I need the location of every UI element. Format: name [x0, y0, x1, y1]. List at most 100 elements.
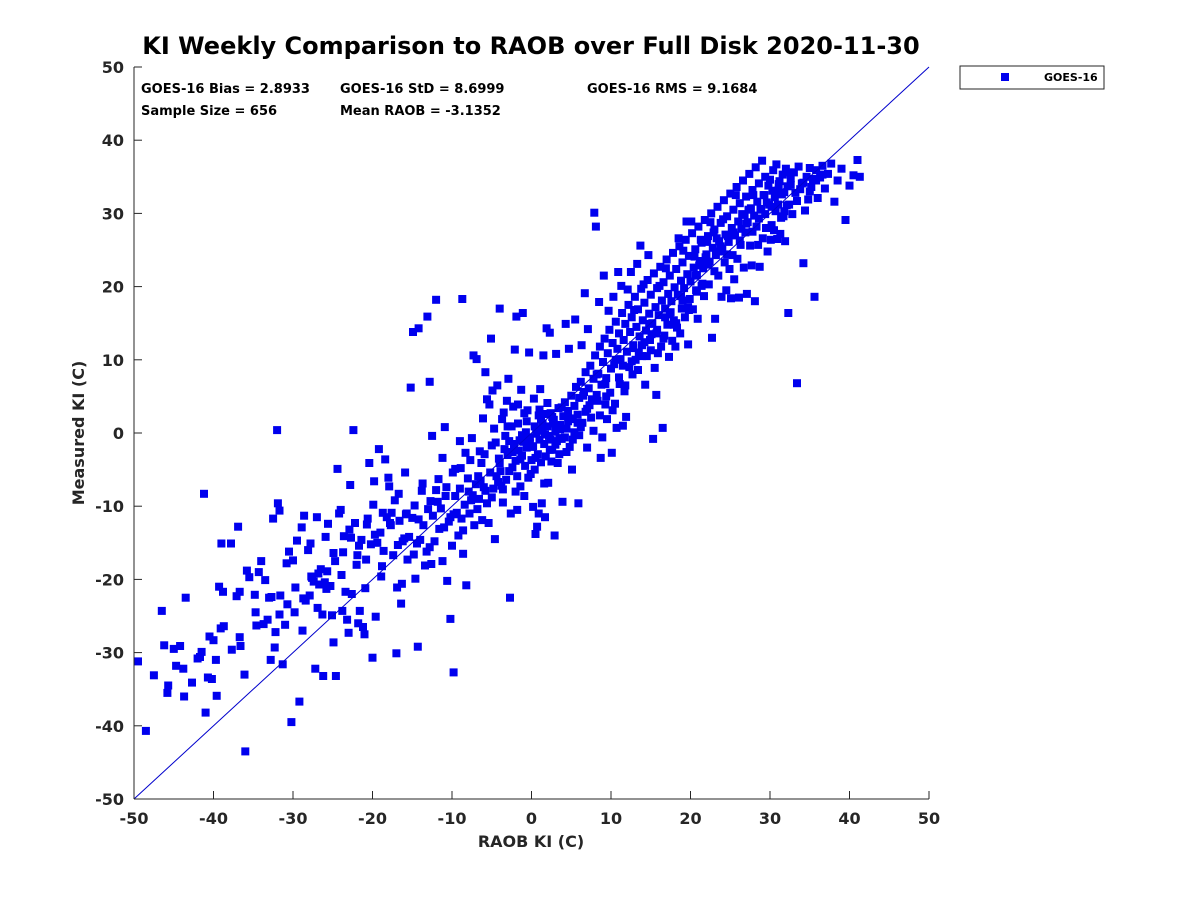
- data-point: [754, 240, 763, 249]
- data-point: [490, 535, 499, 544]
- data-point: [365, 459, 374, 467]
- data-point: [704, 260, 712, 269]
- data-point: [456, 464, 465, 473]
- data-point: [392, 649, 401, 658]
- data-point: [535, 435, 544, 444]
- data-point: [833, 176, 842, 185]
- data-point: [691, 245, 700, 254]
- data-point: [653, 349, 662, 358]
- data-point: [395, 516, 404, 525]
- data-point: [545, 445, 554, 454]
- data-point: [275, 610, 284, 619]
- data-point: [767, 221, 776, 230]
- data-point: [675, 242, 684, 251]
- data-point: [271, 628, 280, 637]
- y-axis-ticks: -50 -40 -30 -20 -10 0 10 20 30 40 50: [95, 58, 142, 809]
- data-point: [630, 306, 639, 314]
- stat-rms: GOES-16 RMS = 9.1684: [587, 82, 757, 97]
- data-point: [677, 276, 685, 285]
- data-point: [354, 619, 363, 628]
- data-point: [587, 413, 596, 422]
- data-point: [500, 445, 509, 454]
- data-point: [786, 174, 795, 183]
- data-point: [749, 191, 758, 200]
- data-point: [626, 268, 635, 276]
- data-point: [557, 403, 566, 412]
- y-tick-label: 50: [102, 58, 124, 77]
- data-point: [321, 532, 330, 541]
- data-point: [409, 550, 418, 559]
- data-point: [793, 379, 801, 388]
- data-point: [603, 415, 611, 424]
- data-point: [607, 364, 615, 373]
- data-point: [435, 524, 444, 533]
- data-point: [611, 317, 620, 326]
- data-point: [748, 227, 757, 236]
- data-point: [735, 199, 744, 208]
- data-point: [467, 434, 476, 443]
- data-point: [476, 476, 485, 485]
- data-point: [820, 184, 829, 193]
- data-point: [734, 217, 743, 226]
- data-point: [696, 257, 704, 265]
- data-point: [329, 638, 338, 647]
- data-point: [712, 234, 721, 243]
- data-point: [679, 246, 688, 255]
- data-point: [242, 566, 251, 575]
- data-point: [289, 556, 297, 565]
- data-point: [421, 561, 429, 570]
- data-point: [536, 385, 545, 394]
- y-tick-label: -30: [95, 644, 124, 663]
- data-point: [281, 620, 290, 629]
- data-point: [830, 197, 839, 206]
- data-point: [235, 587, 244, 596]
- data-point: [540, 479, 549, 488]
- data-point: [215, 582, 224, 591]
- data-point: [529, 394, 538, 403]
- x-tick-label: -50: [120, 809, 149, 828]
- legend-label-goes16: GOES-16: [1044, 71, 1098, 84]
- data-point: [610, 360, 619, 369]
- data-point: [684, 340, 693, 349]
- data-point: [750, 297, 759, 306]
- data-point: [773, 235, 782, 243]
- data-point: [516, 455, 525, 464]
- data-point: [556, 420, 565, 429]
- data-point: [414, 515, 423, 524]
- data-point: [534, 509, 543, 518]
- data-point: [384, 473, 393, 482]
- data-point: [555, 450, 564, 459]
- data-point: [653, 325, 662, 334]
- data-point: [704, 232, 712, 241]
- data-point: [774, 180, 783, 189]
- data-point: [659, 334, 668, 343]
- data-point: [531, 453, 540, 462]
- data-point: [595, 298, 604, 306]
- data-point: [719, 215, 728, 224]
- data-point: [622, 412, 631, 421]
- data-point: [723, 250, 732, 259]
- data-point: [411, 574, 420, 583]
- data-point: [357, 535, 366, 544]
- data-point: [397, 579, 406, 588]
- data-point: [778, 170, 787, 179]
- data-point: [306, 539, 315, 548]
- data-point: [615, 380, 624, 388]
- data-point: [390, 496, 399, 505]
- data-point: [837, 164, 846, 173]
- data-point: [680, 284, 689, 293]
- data-point: [602, 374, 611, 383]
- data-point: [633, 259, 642, 268]
- data-point: [665, 310, 674, 319]
- data-point: [446, 614, 455, 623]
- data-point: [502, 396, 511, 405]
- data-point: [378, 508, 387, 517]
- data-point: [379, 546, 388, 555]
- data-point: [627, 357, 636, 366]
- data-point: [674, 234, 683, 243]
- data-point: [688, 229, 697, 238]
- data-point: [661, 264, 670, 273]
- data-point: [511, 456, 520, 465]
- data-point: [720, 258, 729, 267]
- data-point: [508, 463, 517, 472]
